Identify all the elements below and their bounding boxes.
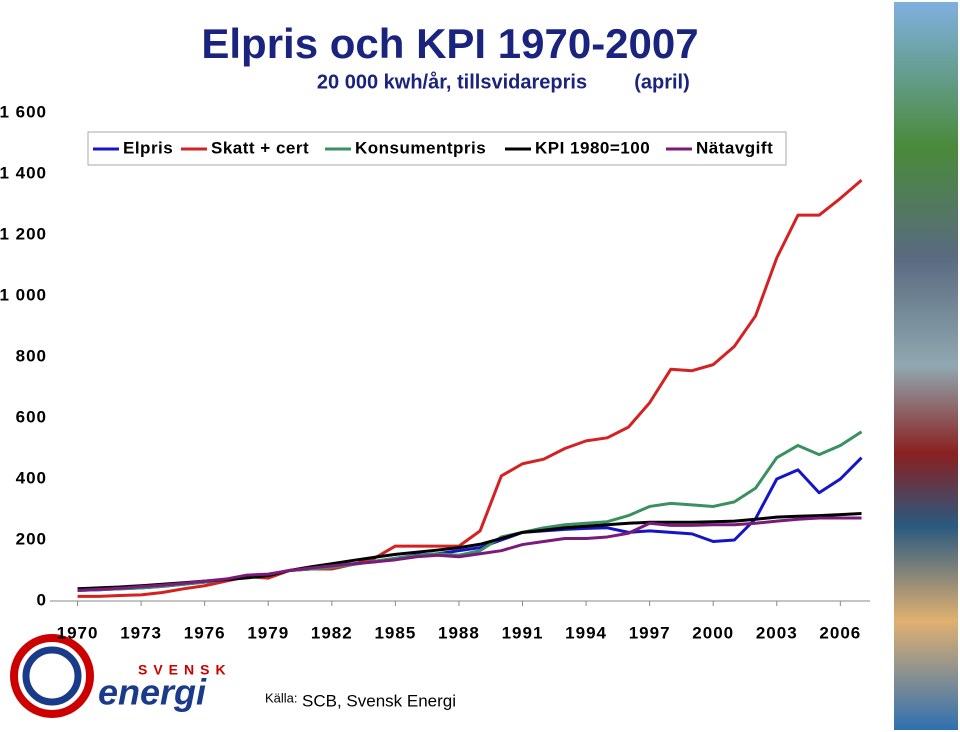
x-tick-label: 1997 [629,623,671,642]
logo-top: SVENSK [138,662,232,678]
y-tick-label: 1 000 [0,285,47,304]
y-tick-label: 1 400 [0,163,47,182]
chart-subtitle: 20 000 kwh/år, tillsvidarepris [317,70,587,93]
y-tick-label: 1 600 [0,102,47,121]
legend-label: Skatt + cert [211,138,309,157]
x-tick-label: 1985 [374,623,416,642]
series-line [77,430,863,592]
x-tick-label: 1991 [502,623,544,642]
source-label: Källa: [265,690,298,705]
x-tick-label: 1979 [247,623,289,642]
y-tick-label: 400 [16,468,47,487]
x-tick-label: 2003 [756,623,798,642]
source: SCB, Svensk Energi [302,691,456,710]
x-tick-label: 1994 [565,623,607,642]
y-tick-label: 200 [16,529,47,548]
y-tick-label: 600 [16,407,47,426]
x-tick-label: 1970 [57,623,99,642]
x-tick-label: 2006 [819,623,861,642]
x-tick-label: 1976 [184,623,226,642]
subtitle-note: (april) [634,71,690,93]
y-tick-label: 1 200 [0,224,47,243]
legend-label: Nätavgift [696,138,773,157]
logo-bottom: energi [98,672,207,713]
x-tick-label: 1988 [438,623,480,642]
legend-label: KPI 1980=100 [535,138,650,157]
x-tick-label: 1973 [120,623,162,642]
logo: SVENSK energi [10,634,232,718]
x-tick-label: 2000 [692,623,734,642]
y-tick-label: 0 [37,590,47,609]
legend-label: Konsumentpris [355,138,486,157]
series-line [77,178,863,598]
y-tick-label: 800 [16,346,47,365]
logo-ring [10,634,94,718]
series-line [77,516,862,592]
chart-title: Elpris och KPI 1970-2007 [201,20,698,67]
decor-strip [894,2,958,730]
x-tick-label: 1982 [311,623,353,642]
logo-ring [22,646,82,706]
legend-label: Elpris [123,138,173,157]
